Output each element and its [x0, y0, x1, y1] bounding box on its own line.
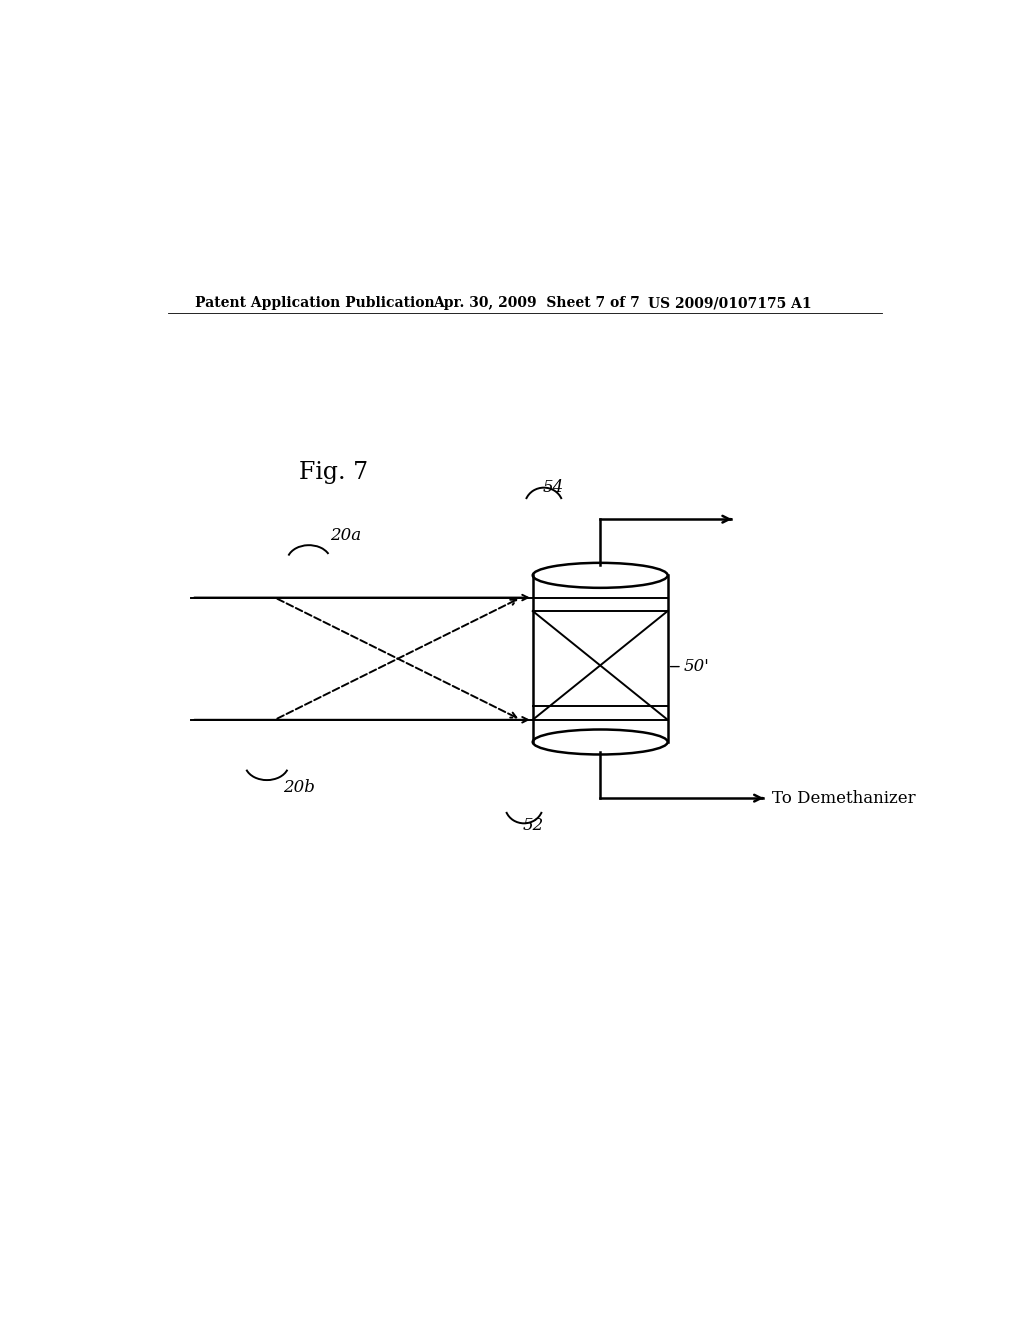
Text: 20a: 20a	[331, 527, 361, 544]
Text: 20b: 20b	[283, 779, 314, 796]
Text: To Demethanizer: To Demethanizer	[772, 789, 916, 807]
Text: 50': 50'	[684, 659, 710, 675]
Text: 54: 54	[543, 479, 564, 496]
Text: Patent Application Publication: Patent Application Publication	[196, 296, 435, 310]
Text: Fig. 7: Fig. 7	[299, 461, 368, 483]
Text: Apr. 30, 2009  Sheet 7 of 7: Apr. 30, 2009 Sheet 7 of 7	[433, 296, 640, 310]
Text: 52: 52	[522, 817, 544, 834]
Text: US 2009/0107175 A1: US 2009/0107175 A1	[648, 296, 811, 310]
